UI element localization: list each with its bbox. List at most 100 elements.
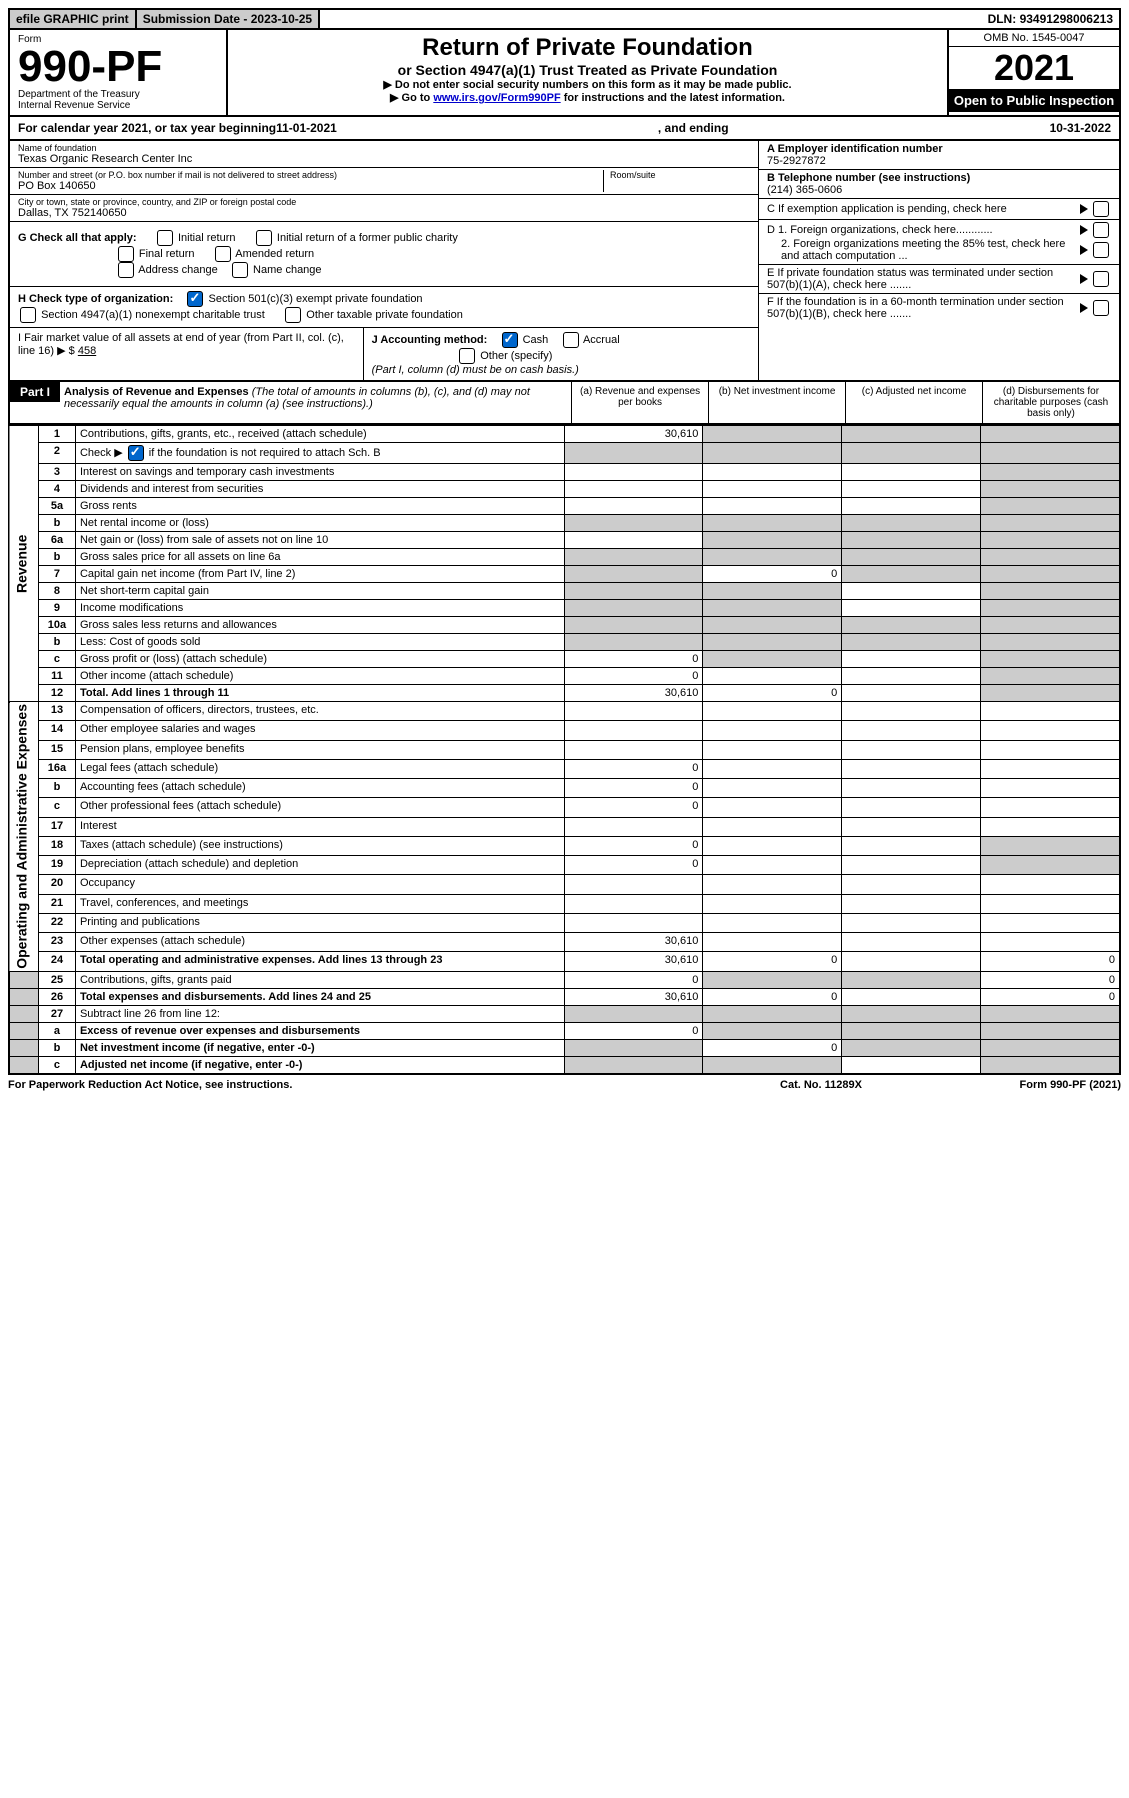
checkbox-address-change[interactable]: [118, 262, 134, 278]
calyear-end: 10-31-2022: [1050, 121, 1111, 135]
g-initial-former: Initial return of a former public charit…: [277, 232, 458, 244]
linenum: 18: [38, 836, 75, 855]
table-row: 14Other employee salaries and wages: [9, 721, 1120, 740]
checkbox-f[interactable]: [1093, 300, 1109, 316]
checkbox-schb[interactable]: [128, 445, 144, 461]
checkbox-cash[interactable]: [502, 332, 518, 348]
cell-value: 0: [564, 971, 703, 988]
addr-value: PO Box 140650: [18, 180, 603, 192]
checkbox-other-taxable[interactable]: [285, 307, 301, 323]
table-row: 7Capital gain net income (from Part IV, …: [9, 566, 1120, 583]
calyear-mid: , and ending: [337, 121, 1050, 135]
table-row: 6aNet gain or (loss) from sale of assets…: [9, 532, 1120, 549]
form-note2: ▶ Go to www.irs.gov/Form990PF for instru…: [236, 91, 939, 104]
table-row: cAdjusted net income (if negative, enter…: [9, 1056, 1120, 1074]
section-i: I Fair market value of all assets at end…: [10, 328, 364, 380]
table-row: 5aGross rents: [9, 498, 1120, 515]
table-row: 21Travel, conferences, and meetings: [9, 894, 1120, 913]
j-other: Other (specify): [480, 350, 552, 362]
line-desc: Excess of revenue over expenses and disb…: [75, 1022, 564, 1039]
cell-value: 0: [703, 952, 842, 971]
i-value: 458: [78, 345, 96, 357]
d1-label: D 1. Foreign organizations, check here..…: [767, 224, 1080, 236]
top-bar: efile GRAPHIC print Submission Date - 20…: [8, 8, 1121, 30]
dln: DLN: 93491298006213: [982, 10, 1119, 28]
line-desc: Other employee salaries and wages: [75, 721, 564, 740]
linenum: c: [38, 651, 75, 668]
table-row: Revenue 1Contributions, gifts, grants, e…: [9, 426, 1120, 443]
cell-value: 0: [564, 759, 703, 778]
linenum: 19: [38, 856, 75, 875]
subdate-value: 2023-10-25: [251, 12, 312, 26]
linenum: 17: [38, 817, 75, 836]
j-note: (Part I, column (d) must be on cash basi…: [372, 364, 579, 376]
checkbox-e[interactable]: [1093, 271, 1109, 287]
foundation-name-row: Name of foundation Texas Organic Researc…: [10, 141, 758, 168]
line-desc: Check ▶ if the foundation is not require…: [75, 443, 564, 464]
g-address: Address change: [138, 264, 218, 276]
checkbox-501c3[interactable]: [187, 291, 203, 307]
irs-link[interactable]: www.irs.gov/Form990PF: [433, 92, 560, 104]
section-f: F If the foundation is in a 60-month ter…: [759, 294, 1119, 322]
section-d: D 1. Foreign organizations, check here..…: [759, 220, 1119, 265]
line-desc: Accounting fees (attach schedule): [75, 779, 564, 798]
checkbox-c[interactable]: [1093, 201, 1109, 217]
footer-center: Cat. No. 11289X: [721, 1079, 921, 1091]
part1-label: Part I: [10, 382, 60, 402]
footer-left: For Paperwork Reduction Act Notice, see …: [8, 1079, 721, 1091]
part1-title: Analysis of Revenue and Expenses: [64, 386, 249, 398]
linenum: 1: [38, 426, 75, 443]
dln-value: 93491298006213: [1020, 12, 1113, 26]
line-desc: Interest: [75, 817, 564, 836]
checkbox-initial-former[interactable]: [256, 230, 272, 246]
linenum: 15: [38, 740, 75, 759]
linenum: 10a: [38, 617, 75, 634]
line-desc: Legal fees (attach schedule): [75, 759, 564, 778]
checkbox-accrual[interactable]: [563, 332, 579, 348]
form-header-right: OMB No. 1545-0047 2021 Open to Public In…: [947, 30, 1119, 115]
f-label: F If the foundation is in a 60-month ter…: [767, 296, 1080, 320]
addr-label: Number and street (or P.O. box number if…: [18, 170, 603, 180]
checkbox-final-return[interactable]: [118, 246, 134, 262]
table-row: 20Occupancy: [9, 875, 1120, 894]
line-desc: Total expenses and disbursements. Add li…: [75, 988, 564, 1005]
j-cash: Cash: [523, 334, 549, 346]
g-amended: Amended return: [235, 248, 314, 260]
checkbox-d1[interactable]: [1093, 222, 1109, 238]
g-final: Final return: [139, 248, 195, 260]
arrow-icon: [1080, 225, 1088, 235]
efile-print-button[interactable]: efile GRAPHIC print: [10, 10, 137, 28]
checkbox-initial-return[interactable]: [157, 230, 173, 246]
foundation-name: Texas Organic Research Center Inc: [18, 153, 750, 165]
tax-year: 2021: [949, 47, 1119, 89]
checkbox-d2[interactable]: [1093, 242, 1109, 258]
dept-treasury: Department of the Treasury: [18, 89, 218, 100]
line-desc: Net gain or (loss) from sale of assets n…: [75, 532, 564, 549]
part1-header-row: Part I Analysis of Revenue and Expenses …: [8, 382, 1121, 425]
l2-pre: Check ▶: [80, 447, 126, 459]
line-desc: Taxes (attach schedule) (see instruction…: [75, 836, 564, 855]
table-row: 12Total. Add lines 1 through 1130,6100: [9, 685, 1120, 702]
cell-value: 0: [981, 988, 1120, 1005]
checkbox-name-change[interactable]: [232, 262, 248, 278]
calendar-year-row: For calendar year 2021, or tax year begi…: [8, 117, 1121, 141]
room-label: Room/suite: [610, 170, 750, 180]
table-row: 27Subtract line 26 from line 12:: [9, 1005, 1120, 1022]
linenum: 27: [38, 1005, 75, 1022]
table-row: 22Printing and publications: [9, 913, 1120, 932]
linenum: 20: [38, 875, 75, 894]
line-desc: Income modifications: [75, 600, 564, 617]
form-header-center: Return of Private Foundation or Section …: [228, 30, 947, 115]
linenum: 4: [38, 481, 75, 498]
table-row: 9Income modifications: [9, 600, 1120, 617]
checkbox-other-method[interactable]: [459, 348, 475, 364]
linenum: 23: [38, 933, 75, 952]
checkbox-4947[interactable]: [20, 307, 36, 323]
line-desc: Less: Cost of goods sold: [75, 634, 564, 651]
checkbox-amended-return[interactable]: [215, 246, 231, 262]
section-c: C If exemption application is pending, c…: [759, 199, 1119, 220]
line-desc: Subtract line 26 from line 12:: [75, 1005, 564, 1022]
linenum: 7: [38, 566, 75, 583]
linenum: 12: [38, 685, 75, 702]
cell-shaded: [842, 426, 981, 443]
